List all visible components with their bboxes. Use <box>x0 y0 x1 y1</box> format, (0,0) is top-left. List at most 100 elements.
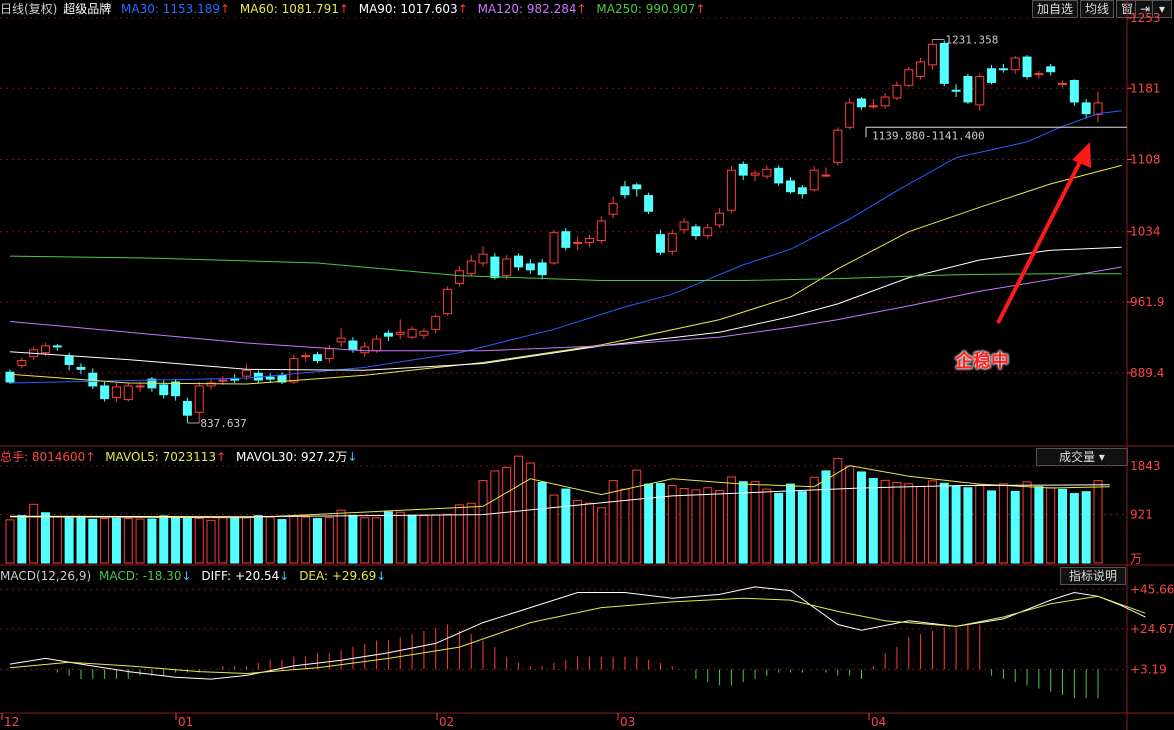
volume-bar-down <box>159 515 169 564</box>
volume-bar-up <box>324 516 334 564</box>
dea-value: DEA: +29.69 <box>299 569 377 583</box>
candle-up <box>880 96 890 107</box>
up-arrow-icon: ↑ <box>457 2 468 16</box>
volume-bar-down <box>774 493 784 564</box>
x-tick-label: 03 <box>620 715 635 729</box>
volume-bar-down <box>856 471 866 564</box>
dea-readout: DEA: +29.69↓ <box>299 569 386 583</box>
volume-bar-down <box>1069 493 1079 564</box>
candle-down <box>738 163 748 176</box>
chevron-down-icon: ▾ <box>1098 450 1105 464</box>
volume-bar-up <box>5 519 15 564</box>
volume-bar-up <box>360 517 370 564</box>
mavol5-value: MAVOL5: 7023113 <box>105 450 217 464</box>
volume-bar-down <box>868 478 878 564</box>
candle-up <box>750 172 760 176</box>
volume-bar-up <box>514 455 524 564</box>
candle-down <box>52 345 62 348</box>
ma60-line <box>9 164 1122 385</box>
volume-bar-down <box>147 518 157 564</box>
candle-down <box>786 180 796 193</box>
volume-bar-down <box>312 518 322 564</box>
volume-bar-up <box>845 465 855 564</box>
candle-up <box>336 337 346 343</box>
volume-bar-up <box>301 516 311 564</box>
candle-down <box>1046 66 1056 73</box>
volume-bar-down <box>17 515 27 564</box>
volume-indicator-button[interactable]: 成交量 ▾ <box>1036 448 1128 466</box>
ma90-value: MA90: 1017.603 <box>358 2 458 16</box>
mavol30-readout: MAVOL30: 927.2万↓ <box>236 450 357 464</box>
candle-down <box>537 262 547 276</box>
chevron-down-icon[interactable]: ▾ <box>1152 0 1172 18</box>
mavol5-line <box>9 465 1110 519</box>
candle-up <box>17 360 27 366</box>
volume-bar-down <box>738 481 748 564</box>
volume-bar-up <box>549 494 559 564</box>
y-unit-label: 万 <box>1130 552 1142 566</box>
candle-up <box>833 129 843 163</box>
candle-up <box>324 348 334 360</box>
volume-bar-up <box>762 488 772 564</box>
candle-up <box>892 84 902 99</box>
chart-period-title: 日线(复权) <box>0 2 58 16</box>
volume-bar-down <box>383 511 393 564</box>
candle-up <box>123 385 133 401</box>
volume-bar-up <box>1022 481 1032 564</box>
indicator-help-button[interactable]: 指标说明 <box>1060 567 1127 585</box>
candle-up <box>667 233 677 252</box>
macd-title: MACD(12,26,9) <box>0 569 92 583</box>
candle-down <box>88 372 98 387</box>
volume-bar-up <box>927 480 937 564</box>
candle-up <box>40 345 50 354</box>
candle-up <box>868 105 878 108</box>
red-arrow-shaft <box>996 157 1084 324</box>
volume-bar-up <box>265 516 275 564</box>
candle-down <box>856 98 866 108</box>
y-tick-label: +45.66 <box>1130 582 1174 596</box>
candle-up <box>1093 102 1103 116</box>
volume-bar-up <box>395 511 405 564</box>
ma-toggle-button[interactable]: 均线 <box>1079 0 1114 18</box>
candle-down <box>620 186 630 196</box>
total-volume-value: 总手: 8014600 <box>0 450 86 464</box>
candle-down <box>1069 79 1079 103</box>
candle-down <box>774 167 784 184</box>
candle-down <box>312 354 322 362</box>
y-tick-label: 889.4 <box>1130 366 1164 380</box>
candle-up <box>289 358 299 383</box>
candle-up <box>573 241 583 244</box>
volume-bar-down <box>182 518 192 564</box>
candle-up <box>584 238 594 243</box>
callout-text: 企稳中 <box>955 351 1009 372</box>
volume-bar-down <box>230 516 240 564</box>
candle-down <box>64 356 74 365</box>
volume-bar-down <box>537 481 547 564</box>
volume-bar-down <box>111 517 121 564</box>
ma30-value: MA30: 1153.189 <box>121 2 220 16</box>
candle-up <box>395 331 405 335</box>
volume-bar-down <box>797 491 807 564</box>
add-watchlist-button[interactable]: 加自选 <box>1031 0 1078 18</box>
candle-up <box>111 386 121 399</box>
volume-bar-down <box>348 514 358 564</box>
high-price-annotation: 1231.358 <box>945 33 998 46</box>
volume-indicator-label: 成交量 <box>1059 450 1096 464</box>
candle-up <box>845 102 855 128</box>
candle-up <box>206 382 216 387</box>
y-tick-label: 1034 <box>1130 225 1161 239</box>
candle-up <box>431 316 441 330</box>
volume-bar-up <box>123 518 133 564</box>
y-tick-label: 1843 <box>1130 459 1161 473</box>
candle-up <box>301 355 311 358</box>
candle-up <box>1058 82 1068 85</box>
up-arrow-icon: ↑ <box>338 2 349 16</box>
up-arrow-icon: ↑ <box>220 2 231 16</box>
candle-up <box>1034 73 1044 76</box>
ma250-readout: MA250: 990.907↑ <box>596 2 705 16</box>
y-tick-label: 1181 <box>1130 81 1161 95</box>
candle-down <box>490 256 500 279</box>
candle-up <box>502 258 512 277</box>
candle-up <box>135 385 145 388</box>
